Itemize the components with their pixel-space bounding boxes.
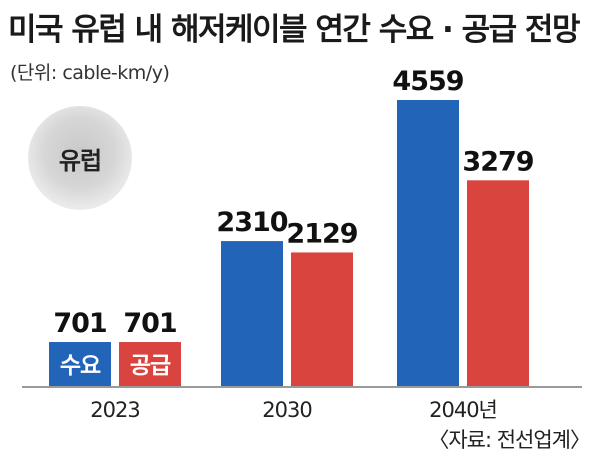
source-note: 〈자료: 전선업계〉 [428, 428, 591, 452]
bar-supply-1 [291, 252, 353, 386]
x-tick-label-1: 2030 [262, 398, 311, 422]
region-label: 유럽 [58, 146, 102, 175]
region-badge: 유럽 [28, 106, 132, 210]
value-label-demand-1: 2310 [216, 207, 287, 238]
bar-demand-2 [397, 100, 459, 386]
value-label-supply-1: 2129 [286, 218, 357, 249]
value-label-supply-0: 701 [123, 308, 176, 339]
value-label-demand-2: 4559 [392, 66, 463, 97]
chart-title: 미국 유럽 내 해저케이블 연간 수요 · 공급 전망 [8, 12, 580, 48]
legend-supply: 공급 [119, 343, 181, 383]
value-label-demand-0: 701 [53, 308, 106, 339]
value-label-supply-2: 3279 [462, 146, 533, 177]
bar-supply-2 [467, 180, 529, 386]
x-tick-label-0: 2023 [90, 398, 139, 422]
bar-demand-1 [221, 241, 283, 386]
x-tick-label-2: 2040년 [429, 398, 497, 422]
unit-label: (단위: cable-km/y) [10, 62, 170, 84]
legend-demand: 수요 [49, 343, 111, 383]
